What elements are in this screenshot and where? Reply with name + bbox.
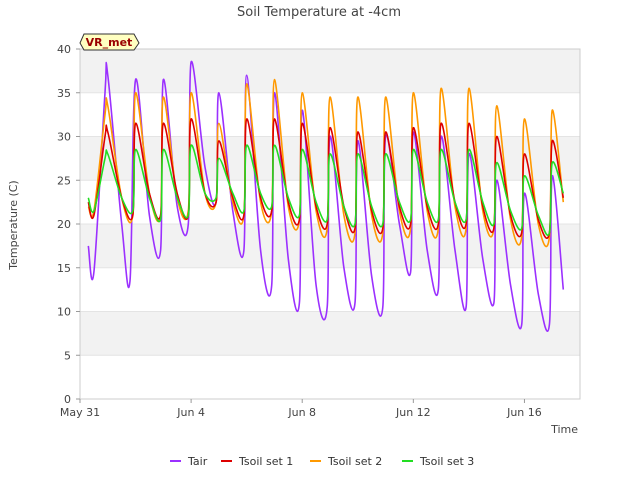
- y-axis-ticks: 0 5 10 15 20 25 30 35 40: [57, 43, 80, 406]
- vr-met-badge: VR_met: [79, 33, 140, 51]
- vr-met-badge-label: VR_met: [86, 36, 133, 49]
- vr-met-badge-box: [79, 33, 140, 51]
- y-tick-label: 30: [57, 131, 71, 144]
- y-tick-label: 35: [57, 87, 71, 100]
- x-tick-label: Jun 4: [176, 406, 205, 419]
- y-tick-label: 25: [57, 174, 71, 187]
- y-tick-label: 5: [64, 349, 71, 362]
- y-tick-label: 10: [57, 306, 71, 319]
- plot-band: [80, 180, 580, 224]
- legend-item: Tsoil set 1: [221, 455, 293, 468]
- plot-band: [80, 267, 580, 312]
- y-tick-label: 20: [57, 218, 71, 231]
- legend-label: Tsoil set 2: [327, 455, 382, 468]
- plot-band: [80, 311, 580, 356]
- x-tick-label: Jun 8: [287, 406, 316, 419]
- legend-label: Tsoil set 1: [238, 455, 293, 468]
- plot-band: [80, 49, 580, 93]
- y-tick-label: 40: [57, 43, 71, 56]
- series-line-tsoil-set-3: [87, 144, 565, 236]
- x-tick-label: May 31: [60, 406, 100, 419]
- legend-label: Tsoil set 3: [419, 455, 474, 468]
- plot-band: [80, 224, 580, 268]
- chart-legend: Tair Tsoil set 1 Tsoil set 2 Tsoil set 3: [170, 455, 474, 468]
- legend-item: Tsoil set 2: [310, 455, 382, 468]
- legend-item: Tsoil set 3: [402, 455, 474, 468]
- y-tick-label: 15: [57, 262, 71, 275]
- legend-item: Tair: [170, 455, 208, 468]
- chart-title: Soil Temperature at -4cm: [237, 5, 401, 20]
- x-tick-label: Jun 16: [506, 406, 542, 419]
- x-axis-ticks: May 31 Jun 4 Jun 8 Jun 12 Jun 16: [60, 399, 542, 419]
- legend-label: Tair: [187, 455, 208, 468]
- series-layer: [87, 60, 565, 333]
- y-tick-label: 0: [64, 393, 71, 406]
- plot-band: [80, 355, 580, 399]
- x-axis-label: Time: [550, 423, 578, 436]
- y-axis-label: Temperature (C): [7, 180, 20, 270]
- x-tick-label: Jun 12: [395, 406, 431, 419]
